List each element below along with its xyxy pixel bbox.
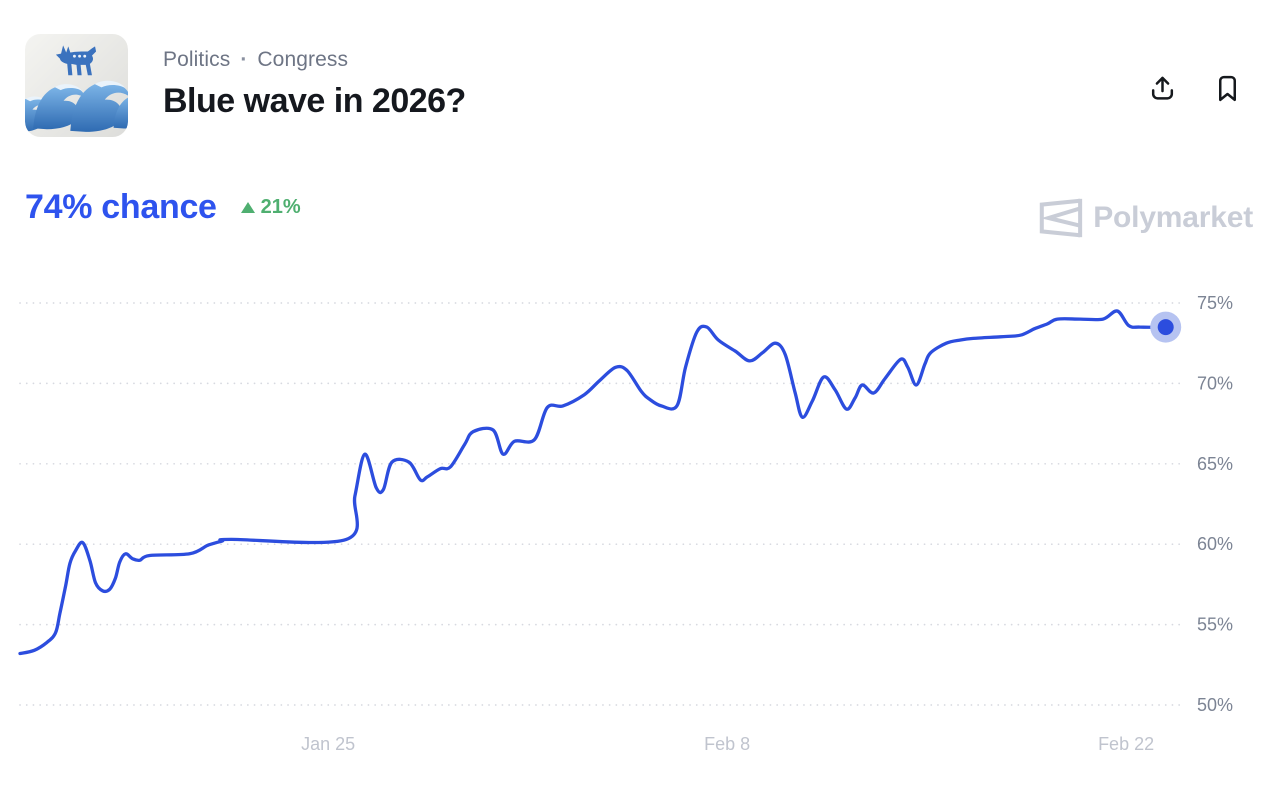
endpoint-marker — [1157, 319, 1174, 336]
share-button[interactable] — [1148, 74, 1177, 103]
y-tick-label: 70% — [1197, 373, 1233, 393]
up-arrow-icon — [240, 202, 255, 213]
bookmark-button[interactable] — [1213, 74, 1242, 103]
header-actions — [1148, 74, 1242, 103]
breadcrumb-category[interactable]: Politics — [163, 48, 231, 71]
polymarket-watermark: Polymarket — [1037, 195, 1253, 241]
democratic-donkey-icon — [55, 45, 97, 76]
x-tick-label: Jan 25 — [301, 734, 355, 754]
change-badge: 21% — [240, 196, 301, 219]
share-icon — [1151, 76, 1174, 100]
change-value: 21% — [260, 196, 301, 218]
y-tick-label: 75% — [1197, 293, 1233, 313]
breadcrumb-separator: · — [240, 48, 248, 71]
y-tick-label: 60% — [1197, 534, 1233, 554]
breadcrumb: Politics · Congress — [163, 48, 466, 72]
y-tick-label: 65% — [1197, 454, 1233, 474]
polymarket-logo-icon — [1040, 198, 1083, 238]
market-title: Blue wave in 2026? — [163, 82, 466, 120]
polymarket-brand-text: Polymarket — [1093, 201, 1253, 234]
bookmark-icon — [1219, 75, 1236, 102]
x-tick-label: Feb 8 — [704, 734, 750, 754]
y-tick-label: 55% — [1197, 615, 1233, 635]
price-chart[interactable]: 75% 70% 65% 60% 55% 50% Jan 25 Feb 8 Feb 22 — [0, 258, 1280, 793]
breadcrumb-subcategory[interactable]: Congress — [257, 48, 349, 71]
chance-value: 74% chance — [25, 188, 217, 226]
price-line — [18, 309, 1168, 656]
donkey-waves-image — [25, 34, 128, 137]
market-avatar — [25, 33, 128, 138]
y-tick-label: 50% — [1197, 695, 1233, 715]
x-tick-label: Feb 22 — [1098, 734, 1154, 754]
